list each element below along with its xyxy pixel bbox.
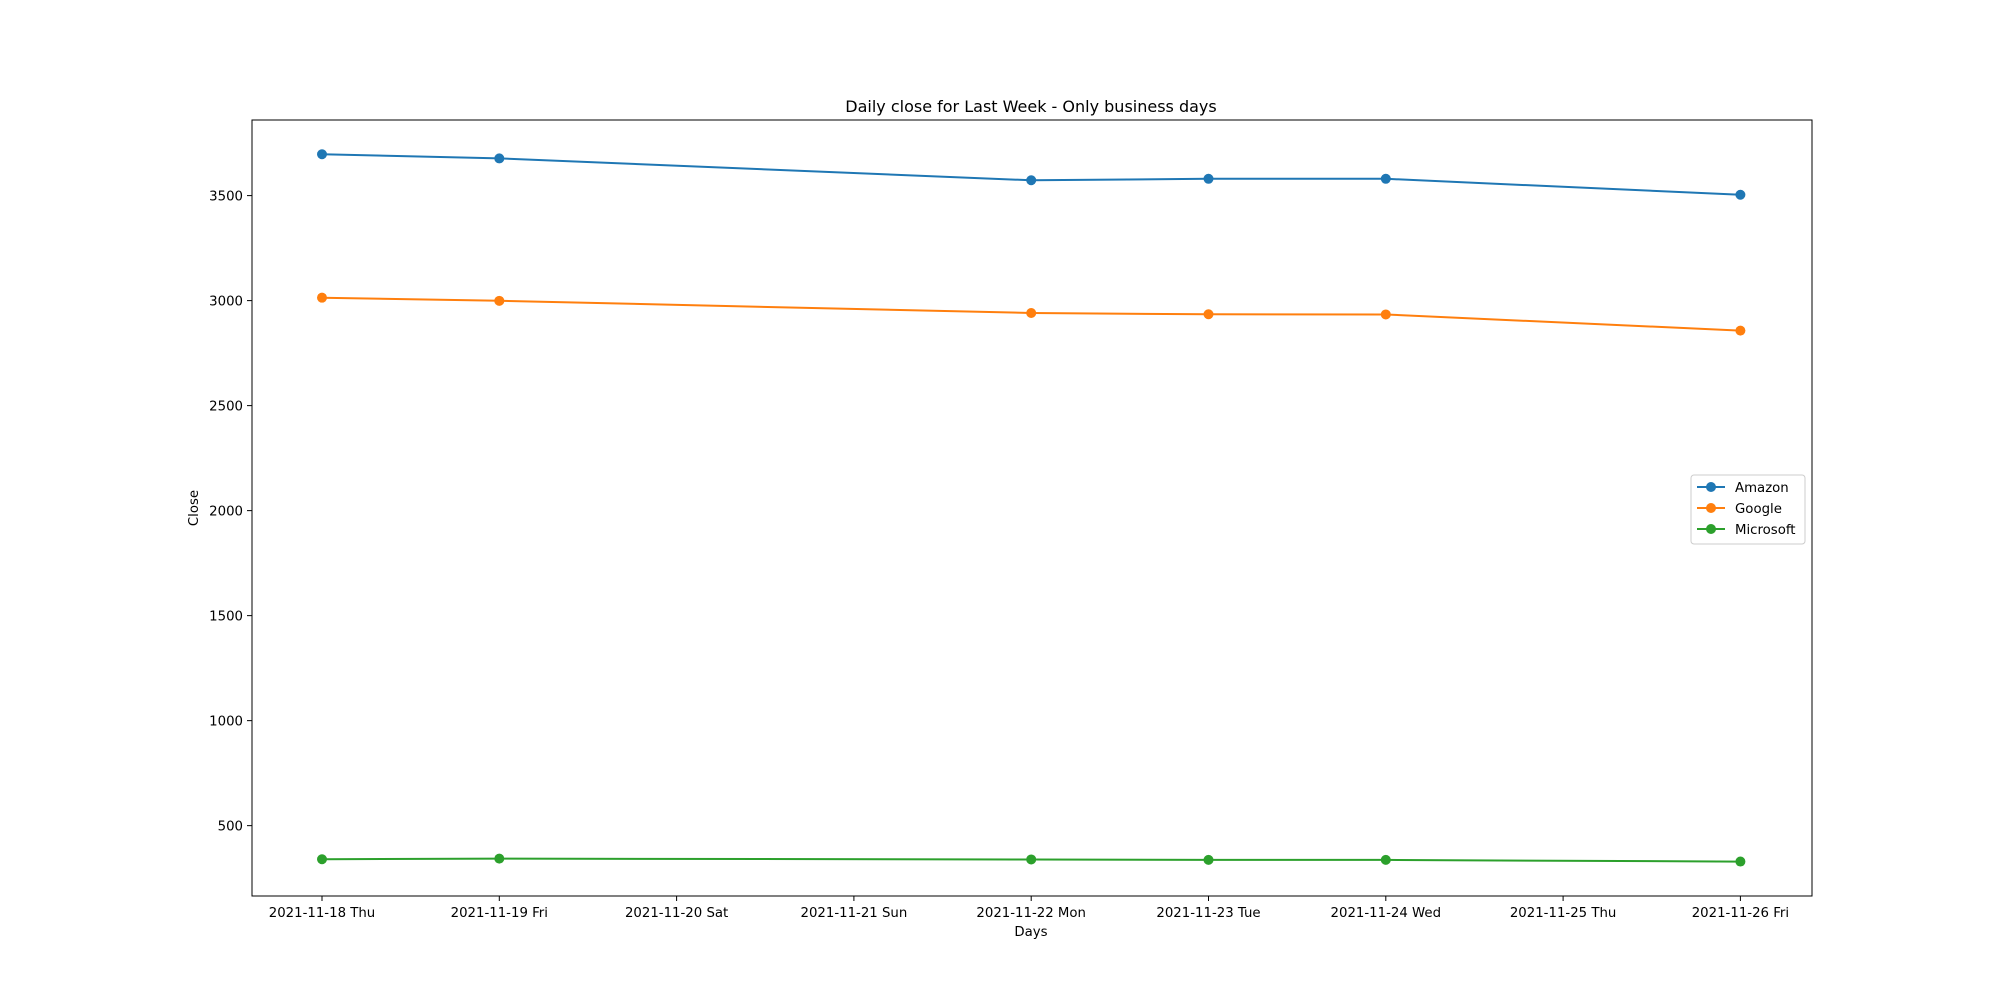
data-point-google <box>1380 309 1391 320</box>
chart-title: Daily close for Last Week - Only busines… <box>845 97 1216 116</box>
x-tick-label: 2021-11-21 Sun <box>800 906 907 921</box>
plot-frame <box>251 119 1813 897</box>
x-tick-label: 2021-11-19 Fri <box>451 906 548 921</box>
data-point-microsoft <box>1203 854 1214 865</box>
y-tick-label: 2500 <box>209 400 243 415</box>
data-point-amazon <box>1735 189 1746 200</box>
legend: Amazon Google Microsoft <box>1690 474 1806 545</box>
x-axis: 2021-11-18 Thu 2021-11-19 Fri 2021-11-20 S… <box>269 896 1789 921</box>
data-point-amazon <box>1203 173 1214 184</box>
data-point-google <box>1026 308 1037 319</box>
series-line-microsoft <box>321 857 1741 863</box>
data-point-google <box>1735 325 1746 336</box>
series-line-google <box>321 296 1741 332</box>
x-tick-label: 2021-11-18 Thu <box>269 906 375 921</box>
data-point-amazon <box>494 153 505 164</box>
legend-marker-google <box>1706 503 1716 513</box>
data-point-google <box>494 295 505 306</box>
data-point-amazon <box>1026 175 1037 186</box>
data-point-microsoft <box>494 853 505 864</box>
y-tick-label: 1500 <box>209 610 243 625</box>
plot-area <box>317 149 1746 867</box>
legend-box <box>1690 474 1806 545</box>
legend-label-google: Google <box>1735 502 1782 517</box>
data-point-microsoft <box>317 854 327 865</box>
x-tick-label: 2021-11-22 Mon <box>976 906 1086 921</box>
legend-label-amazon: Amazon <box>1735 481 1789 496</box>
y-axis-title: Close <box>187 490 202 526</box>
x-tick-label: 2021-11-25 Thu <box>1510 906 1616 921</box>
series-line-amazon <box>321 153 1741 196</box>
y-tick-label: 500 <box>218 820 243 835</box>
y-axis: 500 1000 1500 2000 2500 3000 3500 <box>209 190 252 835</box>
data-point-google <box>317 292 327 303</box>
y-tick-label: 1000 <box>209 715 243 730</box>
x-tick-label: 2021-11-24 Wed <box>1331 906 1442 921</box>
y-tick-label: 3500 <box>209 190 243 205</box>
data-point-microsoft <box>1026 854 1037 865</box>
legend-marker-amazon <box>1706 482 1716 492</box>
data-point-microsoft <box>1380 854 1391 865</box>
y-tick-label: 3000 <box>209 295 243 310</box>
legend-marker-microsoft <box>1706 524 1716 534</box>
data-point-amazon <box>1380 173 1391 184</box>
data-point-microsoft <box>1735 856 1746 867</box>
legend-label-microsoft: Microsoft <box>1735 523 1796 538</box>
x-tick-label: 2021-11-26 Fri <box>1692 906 1789 921</box>
data-point-google <box>1203 309 1214 320</box>
x-tick-label: 2021-11-23 Tue <box>1156 906 1260 921</box>
x-axis-title: Days <box>1014 925 1047 940</box>
data-point-amazon <box>317 149 327 160</box>
x-tick-label: 2021-11-20 Sat <box>625 906 728 921</box>
y-tick-label: 2000 <box>209 505 243 520</box>
